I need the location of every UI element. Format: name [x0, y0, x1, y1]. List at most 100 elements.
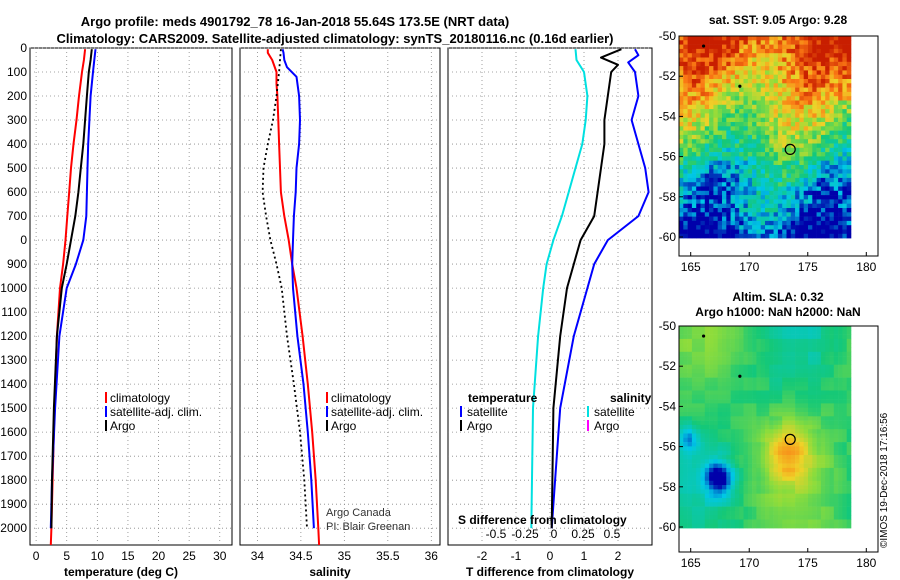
- map-cell: [760, 195, 766, 200]
- map-cell: [842, 373, 847, 378]
- map-cell: [765, 74, 770, 80]
- map-cell: [816, 156, 822, 161]
- map-cell: [773, 519, 779, 525]
- map-cell: [722, 420, 727, 426]
- map-cell: [709, 152, 714, 157]
- map-cell: [846, 403, 852, 408]
- map-cell: [752, 326, 757, 331]
- series-line-argo: [50, 49, 93, 529]
- secondary-tick-label: -0.25: [511, 527, 539, 541]
- map-cell: [782, 480, 787, 486]
- x-tick-label: 30: [213, 549, 227, 563]
- map-cell: [683, 165, 688, 170]
- map-cell: [777, 485, 783, 490]
- map-cell: [799, 498, 804, 503]
- map-cell: [799, 186, 804, 192]
- map-cell: [696, 83, 701, 88]
- map-cell: [773, 446, 779, 451]
- map-cell: [795, 70, 800, 75]
- map-cell: [782, 182, 787, 187]
- x-tick-label: 36: [425, 549, 439, 563]
- map-cell: [700, 381, 706, 387]
- map-cell: [782, 429, 787, 434]
- map-cell: [743, 91, 749, 97]
- map-cell: [825, 343, 830, 348]
- map-title: sat. SST: 9.05 Argo: 9.28: [709, 13, 848, 27]
- map-cell: [691, 117, 697, 123]
- map-cell: [747, 356, 753, 361]
- map-cell: [777, 343, 783, 348]
- map-cell: [726, 169, 731, 174]
- map-cell: [683, 519, 688, 525]
- map-cell: [829, 523, 835, 529]
- map-cell: [730, 190, 736, 196]
- map-cell: [782, 66, 787, 71]
- map-cell: [833, 143, 839, 149]
- map-cell: [838, 330, 843, 335]
- map-cell: [734, 61, 740, 67]
- map-cell: [799, 199, 804, 204]
- map-cell: [726, 403, 731, 408]
- map-cell: [713, 61, 718, 67]
- map-cell: [709, 455, 714, 460]
- map-cell: [782, 489, 787, 494]
- map-cell: [833, 152, 839, 157]
- map-cell: [752, 416, 757, 421]
- map-cell: [838, 356, 843, 361]
- map-cell: [679, 87, 684, 93]
- map-cell: [782, 83, 787, 88]
- map-cell: [820, 446, 826, 451]
- map-cell: [846, 373, 852, 378]
- map-cell: [833, 476, 839, 482]
- map-cell: [786, 480, 792, 486]
- map-cell: [679, 437, 684, 443]
- map-cell: [722, 44, 727, 50]
- map-cell: [700, 420, 706, 426]
- map-cell: [704, 343, 710, 348]
- map-cell: [812, 100, 817, 106]
- map-cell: [833, 519, 839, 525]
- map-cell: [838, 433, 843, 439]
- map-cell: [700, 117, 706, 123]
- map-cell: [773, 152, 779, 157]
- map-cell: [812, 117, 817, 123]
- map-cell: [696, 330, 701, 335]
- y-tick-label: 400: [7, 137, 27, 151]
- map-cell: [691, 70, 697, 75]
- map-cell: [696, 152, 701, 157]
- map-cell: [752, 117, 757, 123]
- map-cell: [846, 442, 852, 447]
- map-cell: [687, 61, 693, 67]
- map-cell: [726, 233, 731, 239]
- map-cell: [803, 403, 809, 408]
- map-cell: [816, 44, 822, 50]
- map-cell: [747, 134, 753, 140]
- map-cell: [679, 182, 684, 187]
- map-cell: [782, 515, 787, 520]
- map-cell: [700, 160, 706, 166]
- map-cell: [795, 122, 800, 127]
- map-cell: [803, 407, 809, 413]
- map-cell: [747, 442, 753, 447]
- map-cell: [760, 407, 766, 413]
- map-cell: [782, 463, 787, 469]
- map-cell: [726, 134, 731, 140]
- y-tick-label: 2000: [0, 521, 27, 535]
- map-cell: [829, 122, 835, 127]
- map-cell: [765, 493, 770, 499]
- y-tick-label: 600: [7, 185, 27, 199]
- map-cell: [833, 57, 839, 63]
- map-cell: [760, 190, 766, 196]
- map-cell: [730, 515, 736, 520]
- map-cell: [704, 186, 710, 192]
- map-cell: [704, 113, 710, 118]
- map-cell: [777, 356, 783, 361]
- map-cell: [846, 334, 852, 340]
- map-cell: [756, 450, 761, 456]
- map-cell: [816, 182, 822, 187]
- map-cell: [743, 416, 749, 421]
- map-cell: [752, 515, 757, 520]
- map-cell: [825, 489, 830, 494]
- map-cell: [747, 480, 753, 486]
- map-cell: [833, 79, 839, 84]
